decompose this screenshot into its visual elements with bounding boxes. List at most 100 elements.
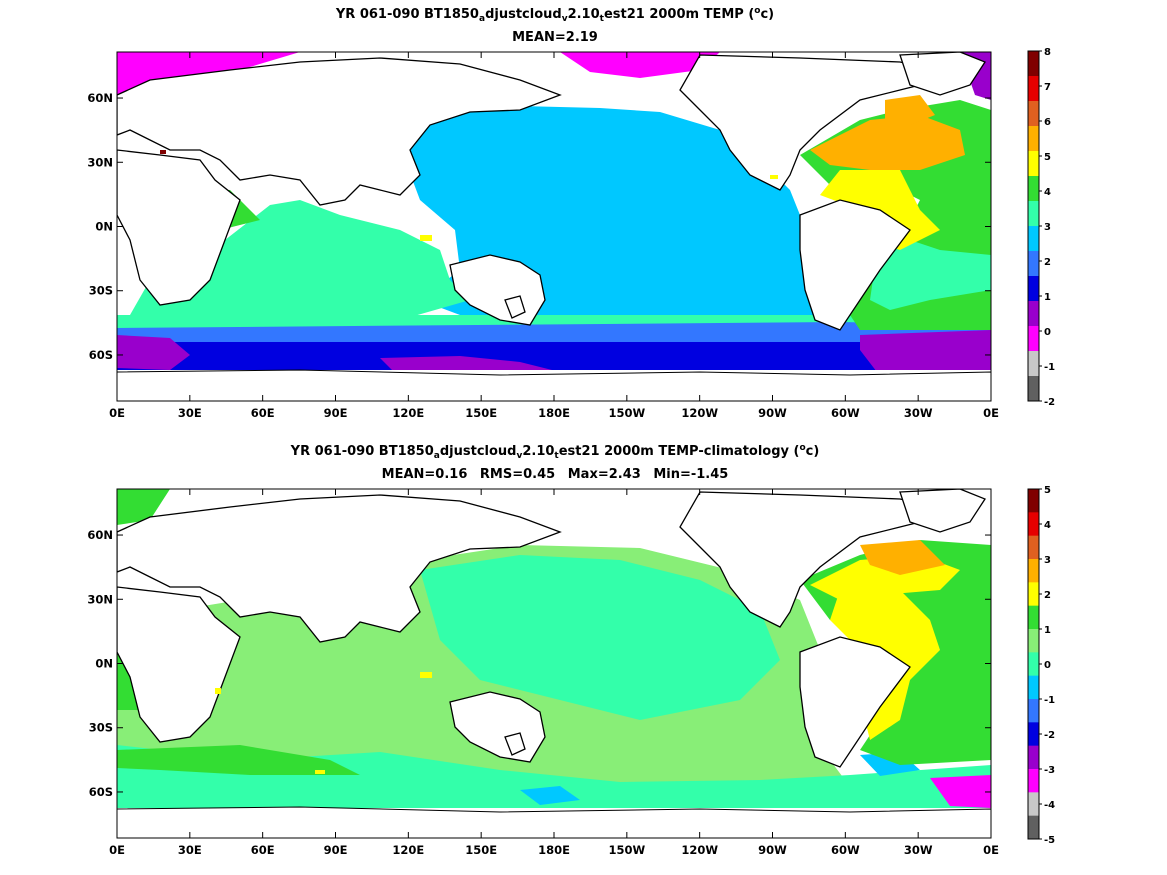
x-tick-label: 120E xyxy=(392,843,424,857)
y-tick-label: 30N xyxy=(87,592,113,606)
x-tick-label: 120W xyxy=(681,406,718,420)
y-tick-label: 60N xyxy=(87,91,113,105)
x-tick-label: 30E xyxy=(178,843,202,857)
colorbar-label: -2 xyxy=(1044,730,1055,741)
colorbar-label: 6 xyxy=(1044,117,1051,128)
colorbar-segment xyxy=(1028,722,1039,747)
colorbar-label: 2 xyxy=(1044,257,1051,268)
top-map-y-axis: 60N 30N 0N 30S 60S xyxy=(87,91,991,362)
x-tick-label: 150E xyxy=(465,843,497,857)
x-tick-label: 0E xyxy=(983,843,999,857)
landmass-south-america-diff xyxy=(799,636,911,768)
landmass-greenland-diff xyxy=(899,489,986,533)
colorbar-label: 5 xyxy=(1044,152,1051,163)
top-map-title: YR 061-090 BT1850adjustcloudv2.10test21 … xyxy=(335,6,775,24)
colorbar-segment xyxy=(1028,629,1039,653)
x-tick-label: 60E xyxy=(251,406,275,420)
colorbar-label: 5 xyxy=(1044,485,1051,496)
landmass-greenland xyxy=(899,52,986,96)
southern-band-3 xyxy=(117,342,991,372)
colorbar-segment xyxy=(1028,605,1039,630)
x-tick-label: 150E xyxy=(465,406,497,420)
bottom-map-y-axis: 60N 30N 0N 30S 60S xyxy=(87,528,991,799)
colorbar-segment xyxy=(1028,652,1039,677)
colorbar-segment xyxy=(1028,376,1039,402)
landmass-eurasia-diff xyxy=(117,494,562,643)
colorbar-label: -1 xyxy=(1044,362,1055,373)
colorbar-segment xyxy=(1028,815,1039,840)
landmass-antarctica-diff xyxy=(117,806,991,838)
x-tick-label: 90W xyxy=(758,843,787,857)
colorbar-label: -2 xyxy=(1044,397,1055,408)
y-tick-label: 30S xyxy=(89,721,113,735)
x-tick-label: 30W xyxy=(904,406,933,420)
x-tick-label: 90W xyxy=(758,406,787,420)
colorbar-segment xyxy=(1028,226,1039,252)
colorbar-segment xyxy=(1028,559,1039,583)
landmass-africa-diff xyxy=(117,586,241,743)
colorbar-label: -1 xyxy=(1044,695,1055,706)
x-tick-label: 0E xyxy=(109,843,125,857)
colorbar-segment xyxy=(1028,151,1039,177)
colorbar-segment xyxy=(1028,301,1039,327)
colorbar-label: 0 xyxy=(1044,660,1051,671)
colorbar-segment xyxy=(1028,126,1039,152)
x-tick-label: 150W xyxy=(608,406,645,420)
colorbar-segment xyxy=(1028,251,1039,277)
top-map-stats: MEAN=2.19 xyxy=(512,30,598,45)
colorbar-label: -5 xyxy=(1044,835,1055,846)
colorbar-label: 4 xyxy=(1044,187,1051,198)
bottom-map-colorbar: 5 4 3 2 1 0 -1 -2 -3 -4 -5 xyxy=(1027,485,1055,846)
y-tick-label: 0N xyxy=(95,220,113,234)
colorbar-label: 2 xyxy=(1044,590,1051,601)
colorbar-segment xyxy=(1028,51,1039,77)
x-tick-label: 0E xyxy=(109,406,125,420)
colorbar-segment xyxy=(1028,176,1039,202)
y-tick-label: 60S xyxy=(89,785,113,799)
colorbar-segment xyxy=(1028,326,1039,352)
top-map: 0E 30E 60E 90E 120E 150E 180E 150W 120W 90W 60W 30W… xyxy=(87,47,1055,420)
colorbar-segment xyxy=(1028,101,1039,127)
colorbar-segment xyxy=(1028,582,1039,607)
colorbar-segment xyxy=(1028,201,1039,227)
x-tick-label: 180E xyxy=(538,406,570,420)
colorbar-label: 3 xyxy=(1044,555,1051,566)
colorbar-label: 1 xyxy=(1044,292,1051,303)
top-map-colorbar: 8 7 6 5 4 3 2 1 0 -1 -2 xyxy=(1027,47,1055,408)
colorbar-segment xyxy=(1028,535,1039,560)
bottom-map-title: YR 061-090 BT1850adjustcloudv2.10test21 … xyxy=(290,443,820,461)
landmass-africa xyxy=(117,149,241,306)
colorbar-label: 4 xyxy=(1044,520,1051,531)
x-tick-label: 180E xyxy=(538,843,570,857)
colorbar-segment xyxy=(1028,489,1039,513)
x-tick-label: 60W xyxy=(831,843,860,857)
x-tick-label: 60W xyxy=(831,406,860,420)
landmass-antarctica xyxy=(117,369,991,401)
colorbar-label: -3 xyxy=(1044,765,1055,776)
x-tick-label: 120W xyxy=(681,843,718,857)
colorbar-label: -4 xyxy=(1044,800,1055,811)
colorbar-label: 8 xyxy=(1044,47,1051,58)
colorbar-label: 3 xyxy=(1044,222,1051,233)
x-tick-label: 90E xyxy=(324,406,348,420)
southern-band-2 xyxy=(117,322,991,345)
x-tick-label: 30E xyxy=(178,406,202,420)
colorbar-segment xyxy=(1028,276,1039,302)
landmass-eurasia xyxy=(117,57,562,206)
y-tick-label: 60N xyxy=(87,528,113,542)
x-tick-label: 0E xyxy=(983,406,999,420)
colorbar-segment xyxy=(1028,745,1039,770)
colorbar-segment xyxy=(1028,76,1039,102)
top-map-x-axis: 0E 30E 60E 90E 120E 150E 180E 150W 120W 90W 60W 30W… xyxy=(109,52,999,420)
colorbar-segment xyxy=(1028,675,1039,700)
x-tick-label: 30W xyxy=(904,843,933,857)
colorbar-segment xyxy=(1028,792,1039,817)
bottom-map-stats: MEAN=0.16 RMS=0.45 Max=2.43 Min=-1.45 xyxy=(381,467,729,482)
colorbar-label: 0 xyxy=(1044,327,1051,338)
colorbar-label: 1 xyxy=(1044,625,1051,636)
landmass-south-america xyxy=(799,199,911,331)
y-tick-label: 60S xyxy=(89,348,113,362)
colorbar-segment xyxy=(1028,699,1039,723)
x-tick-label: 120E xyxy=(392,406,424,420)
bottom-map-x-axis: 0E 30E 60E 90E 120E 150E 180E 150W 120W 90W 60W 30W… xyxy=(109,489,999,857)
